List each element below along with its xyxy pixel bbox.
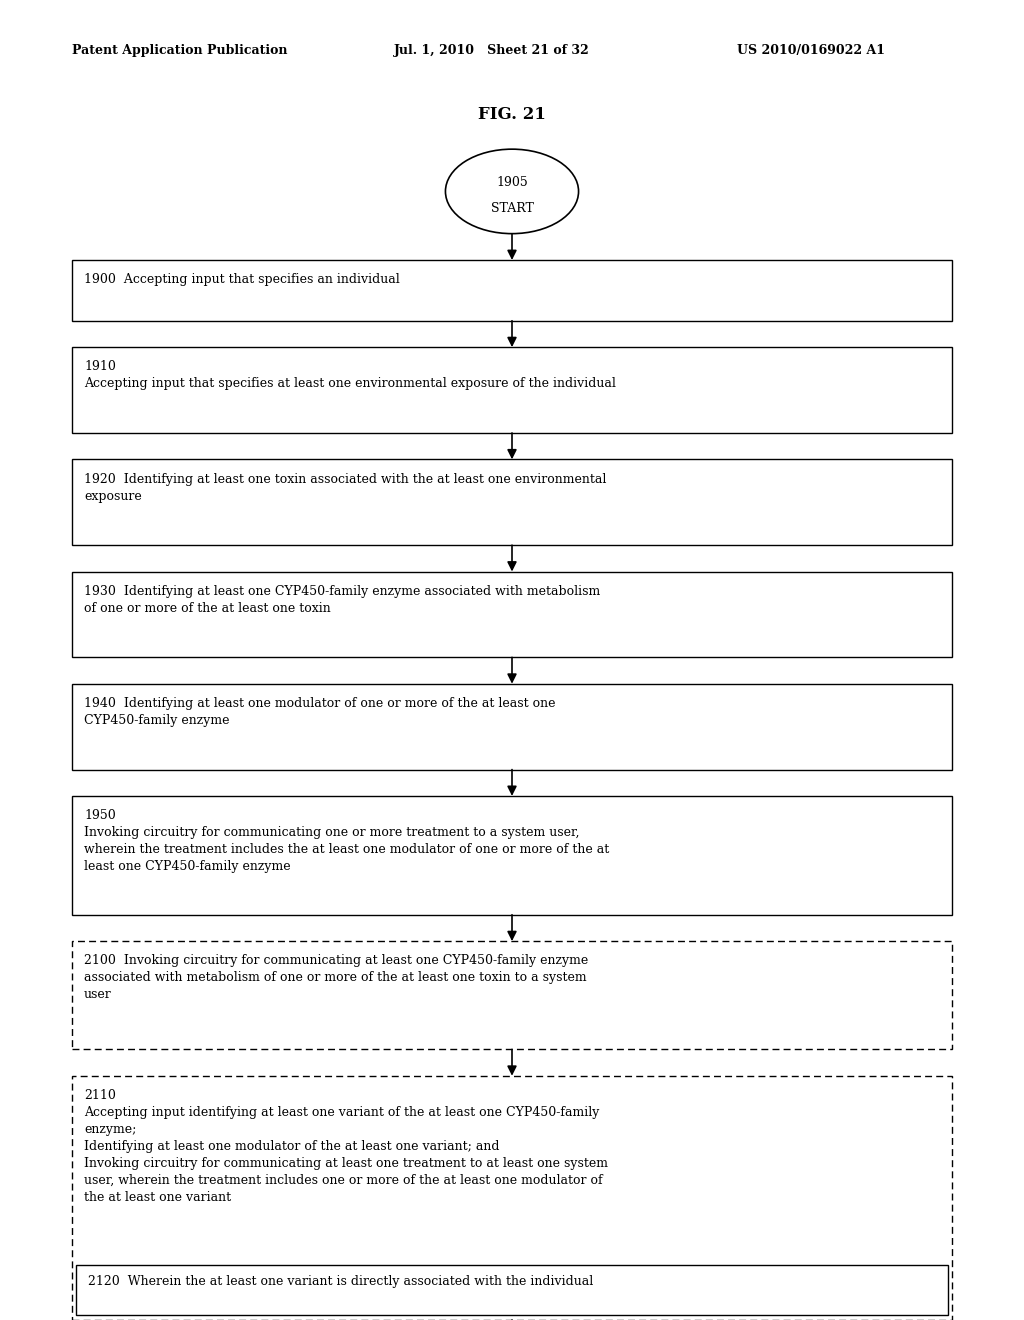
Bar [72,941,952,1049]
Text: 1920  Identifying at least one toxin associated with the at least one environmen: 1920 Identifying at least one toxin asso… [84,473,606,503]
Text: FIG. 21: FIG. 21 [478,106,546,123]
Text: 1905: 1905 [496,176,528,189]
Bar [76,1265,948,1315]
Ellipse shape [445,149,579,234]
Text: 2100  Invoking circuitry for communicating at least one CYP450-family enzyme
ass: 2100 Invoking circuitry for communicatin… [84,954,588,1002]
Bar [72,1076,952,1320]
Bar [72,459,952,545]
Bar [72,260,952,321]
Text: START: START [490,202,534,215]
Text: Jul. 1, 2010   Sheet 21 of 32: Jul. 1, 2010 Sheet 21 of 32 [394,44,590,57]
Text: Patent Application Publication: Patent Application Publication [72,44,287,57]
Bar [72,796,952,915]
Text: 1910
Accepting input that specifies at least one environmental exposure of the i: 1910 Accepting input that specifies at l… [84,360,615,391]
Text: 1950
Invoking circuitry for communicating one or more treatment to a system user: 1950 Invoking circuitry for communicatin… [84,809,609,873]
Bar [72,684,952,770]
Text: 1940  Identifying at least one modulator of one or more of the at least one
CYP4: 1940 Identifying at least one modulator … [84,697,555,727]
Text: 2110
Accepting input identifying at least one variant of the at least one CYP450: 2110 Accepting input identifying at leas… [84,1089,608,1204]
Bar [72,347,952,433]
Text: 1900  Accepting input that specifies an individual: 1900 Accepting input that specifies an i… [84,273,399,286]
Text: US 2010/0169022 A1: US 2010/0169022 A1 [737,44,886,57]
Text: 2120  Wherein the at least one variant is directly associated with the individua: 2120 Wherein the at least one variant is… [88,1275,593,1288]
Bar [72,572,952,657]
Text: 1930  Identifying at least one CYP450-family enzyme associated with metabolism
o: 1930 Identifying at least one CYP450-fam… [84,585,600,615]
